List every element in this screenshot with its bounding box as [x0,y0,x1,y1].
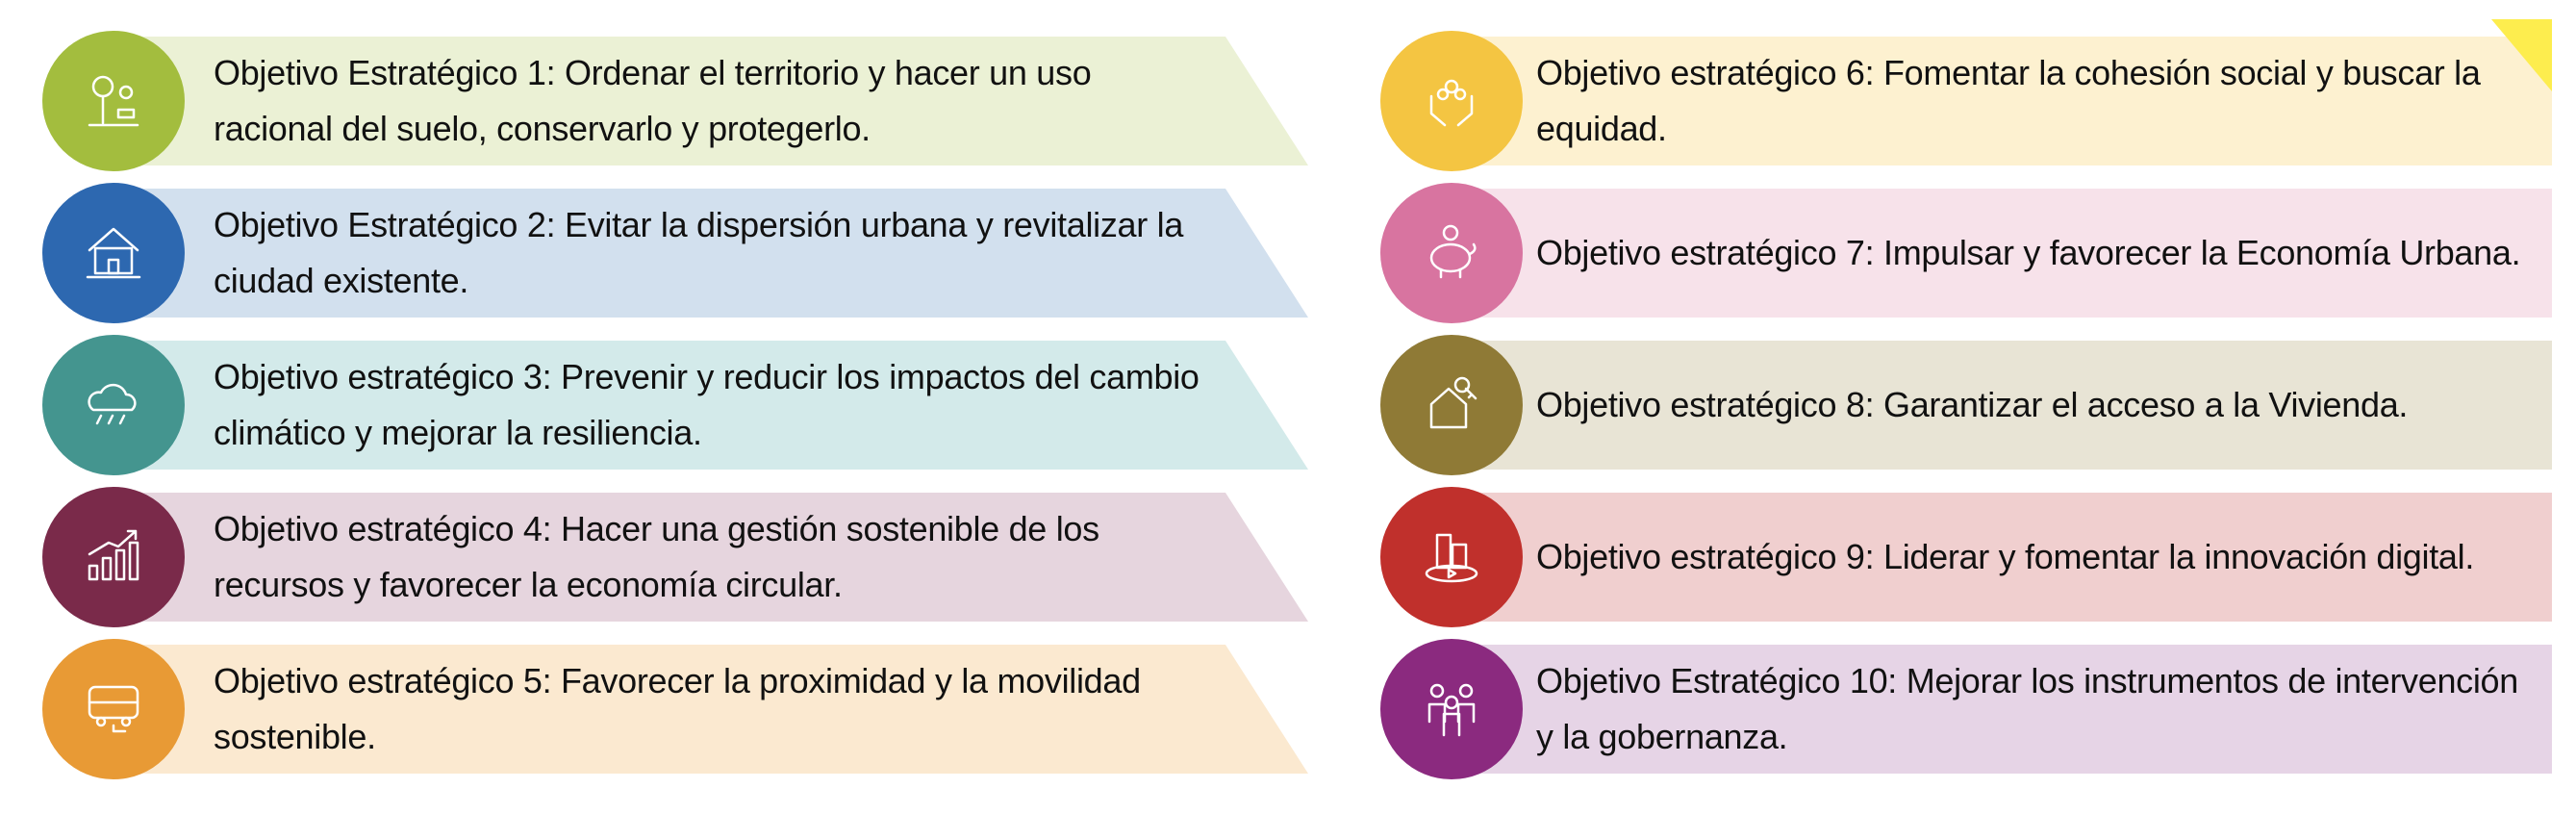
hands-people-icon [1429,79,1474,127]
objective-band [115,493,1308,622]
objective-band [1453,645,2552,774]
objective-text: Objetivo estratégico 5: Favorecer la pro… [214,661,1141,756]
objective-badge [1380,183,1523,323]
objective-badge [1380,639,1523,779]
houses-icon [86,227,141,279]
piggy-bank-icon [1429,224,1477,279]
storm-cloud-icon [88,383,137,425]
objective-text: Objetivo Estratégico 2: Evitar la disper… [214,205,1184,300]
people-group-icon [1427,683,1476,737]
objective-text: Objetivo estratégico 6: Fomentar la cohe… [1536,53,2481,148]
objective-band [1453,189,2552,318]
house-key-icon [1429,376,1477,429]
objective-band [1453,493,2552,622]
park-tree-icon [88,75,139,127]
objective-badge [42,183,185,323]
objective-band [1453,37,2552,165]
objective-band [115,189,1308,318]
objective-band [115,645,1308,774]
objective-badge [1380,335,1523,475]
digital-city-icon [1425,533,1478,583]
objective-band [115,37,1308,165]
objective-band [115,341,1308,470]
objective-text: Objetivo estratégico 9: Liderar y foment… [1536,537,2475,576]
objective-text: Objetivo Estratégico 1: Ordenar el terri… [214,53,1092,148]
objective-text: Objetivo estratégico 3: Prevenir y reduc… [214,357,1200,452]
growth-chart-icon [88,529,139,581]
electric-bus-icon [88,685,139,733]
objective-badge [42,487,185,627]
objective-badge [42,335,185,475]
objective-badge [1380,487,1523,627]
objective-text: Objetivo estratégico 8: Garantizar el ac… [1536,385,2409,424]
objective-badge [42,639,185,779]
objective-text: Objetivo estratégico 7: Impulsar y favor… [1536,233,2521,272]
objective-text: Objetivo Estratégico 10: Mejorar los ins… [1536,661,2519,756]
objective-badge [42,31,185,171]
objective-badge [1380,31,1523,171]
objective-band [1453,341,2552,470]
objective-text: Objetivo estratégico 4: Hacer una gestió… [214,509,1099,604]
